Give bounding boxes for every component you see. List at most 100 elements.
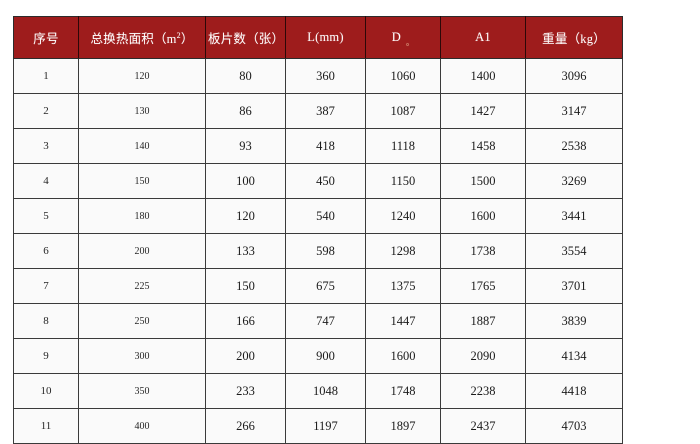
cell-length: 598	[285, 233, 366, 269]
cell-plate-count: 86	[205, 93, 286, 129]
cell-a1: 1400	[440, 58, 526, 94]
cell-total-heat-area: 250	[78, 303, 206, 339]
cell-a1: 2437	[440, 408, 526, 444]
cell-a1: 1765	[440, 268, 526, 304]
cell-length: 675	[285, 268, 366, 304]
cell-a1: 1738	[440, 233, 526, 269]
cell-total-heat-area: 120	[78, 58, 206, 94]
cell-a1: 1427	[440, 93, 526, 129]
cell-total-heat-area: 200	[78, 233, 206, 269]
column-header-total-heat-area[interactable]: 总换热面积（m2）	[78, 16, 206, 59]
column-header-index-label: 序号	[33, 32, 59, 46]
cell-index: 5	[13, 198, 79, 234]
cell-plate-count: 100	[205, 163, 286, 199]
cell-weight: 3554	[525, 233, 623, 269]
cell-index: 1	[13, 58, 79, 94]
heat-exchanger-spec-table: 序号 总换热面积（m2） 板片数（张） L(mm) D。 A	[13, 16, 623, 444]
cell-diameter: 1298	[365, 233, 441, 269]
cell-a1: 1887	[440, 303, 526, 339]
cell-diameter: 1060	[365, 58, 441, 94]
cell-a1: 1458	[440, 128, 526, 164]
table-row[interactable]: 2 130 86 387 1087 1427 3147	[13, 93, 623, 129]
cell-a1: 2238	[440, 373, 526, 409]
cell-a1: 1500	[440, 163, 526, 199]
cell-diameter: 1447	[365, 303, 441, 339]
column-header-plate-count-label: 板片数（张）	[208, 32, 285, 46]
cell-plate-count: 93	[205, 128, 286, 164]
cell-length: 387	[285, 93, 366, 129]
table-row[interactable]: 3 140 93 418 1118 1458 2538	[13, 128, 623, 164]
cell-length: 1048	[285, 373, 366, 409]
cell-total-heat-area: 350	[78, 373, 206, 409]
cell-diameter: 1600	[365, 338, 441, 374]
cell-index: 7	[13, 268, 79, 304]
table-row[interactable]: 7 225 150 675 1375 1765 3701	[13, 268, 623, 304]
cell-plate-count: 80	[205, 58, 286, 94]
cell-weight: 4134	[525, 338, 623, 374]
cell-plate-count: 150	[205, 268, 286, 304]
column-header-length-label: L(mm)	[307, 30, 344, 44]
column-header-diameter[interactable]: D。	[365, 16, 441, 59]
cell-length: 418	[285, 128, 366, 164]
cell-index: 10	[13, 373, 79, 409]
table-header-row: 序号 总换热面积（m2） 板片数（张） L(mm) D。 A	[13, 16, 623, 59]
cell-weight: 3269	[525, 163, 623, 199]
table-row[interactable]: 8 250 166 747 1447 1887 3839	[13, 303, 623, 339]
cell-length: 450	[285, 163, 366, 199]
cell-diameter: 1087	[365, 93, 441, 129]
cell-index: 9	[13, 338, 79, 374]
column-header-length[interactable]: L(mm)	[285, 16, 366, 59]
cell-weight: 4418	[525, 373, 623, 409]
cell-length: 900	[285, 338, 366, 374]
cell-a1: 2090	[440, 338, 526, 374]
cell-diameter: 1150	[365, 163, 441, 199]
column-header-a1-label: A1	[475, 30, 491, 44]
spec-table-container: 序号 总换热面积（m2） 板片数（张） L(mm) D。 A	[13, 16, 623, 444]
column-header-plate-count[interactable]: 板片数（张）	[205, 16, 286, 59]
cell-diameter: 1240	[365, 198, 441, 234]
cell-weight: 3147	[525, 93, 623, 129]
table-row[interactable]: 9 300 200 900 1600 2090 4134	[13, 338, 623, 374]
cell-weight: 3701	[525, 268, 623, 304]
cell-index: 8	[13, 303, 79, 339]
cell-length: 1197	[285, 408, 366, 444]
cell-plate-count: 133	[205, 233, 286, 269]
column-header-total-heat-area-suffix: ）	[180, 32, 194, 46]
column-header-index[interactable]: 序号	[13, 16, 79, 59]
table-row[interactable]: 11 400 266 1197 1897 2437 4703	[13, 408, 623, 444]
table-row[interactable]: 1 120 80 360 1060 1400 3096	[13, 58, 623, 94]
subscript-circle-icon: 。	[406, 37, 415, 47]
cell-total-heat-area: 300	[78, 338, 206, 374]
cell-total-heat-area: 130	[78, 93, 206, 129]
column-header-weight[interactable]: 重量（kg）	[525, 16, 623, 59]
cell-length: 360	[285, 58, 366, 94]
cell-plate-count: 266	[205, 408, 286, 444]
table-row[interactable]: 6 200 133 598 1298 1738 3554	[13, 233, 623, 269]
cell-plate-count: 200	[205, 338, 286, 374]
cell-weight: 3839	[525, 303, 623, 339]
cell-total-heat-area: 400	[78, 408, 206, 444]
cell-a1: 1600	[440, 198, 526, 234]
cell-total-heat-area: 180	[78, 198, 206, 234]
cell-length: 540	[285, 198, 366, 234]
table-row[interactable]: 4 150 100 450 1150 1500 3269	[13, 163, 623, 199]
cell-total-heat-area: 140	[78, 128, 206, 164]
column-header-diameter-label: D	[391, 30, 402, 44]
cell-plate-count: 120	[205, 198, 286, 234]
table-row[interactable]: 10 350 233 1048 1748 2238 4418	[13, 373, 623, 409]
cell-diameter: 1118	[365, 128, 441, 164]
cell-weight: 3096	[525, 58, 623, 94]
table-row[interactable]: 5 180 120 540 1240 1600 3441	[13, 198, 623, 234]
superscript-two: 2	[176, 30, 181, 40]
cell-diameter: 1897	[365, 408, 441, 444]
cell-index: 4	[13, 163, 79, 199]
cell-index: 2	[13, 93, 79, 129]
cell-index: 6	[13, 233, 79, 269]
column-header-total-heat-area-label: 总换热面积（m	[90, 32, 177, 46]
cell-total-heat-area: 150	[78, 163, 206, 199]
cell-weight: 2538	[525, 128, 623, 164]
column-header-a1[interactable]: A1	[440, 16, 526, 59]
cell-index: 3	[13, 128, 79, 164]
cell-weight: 3441	[525, 198, 623, 234]
